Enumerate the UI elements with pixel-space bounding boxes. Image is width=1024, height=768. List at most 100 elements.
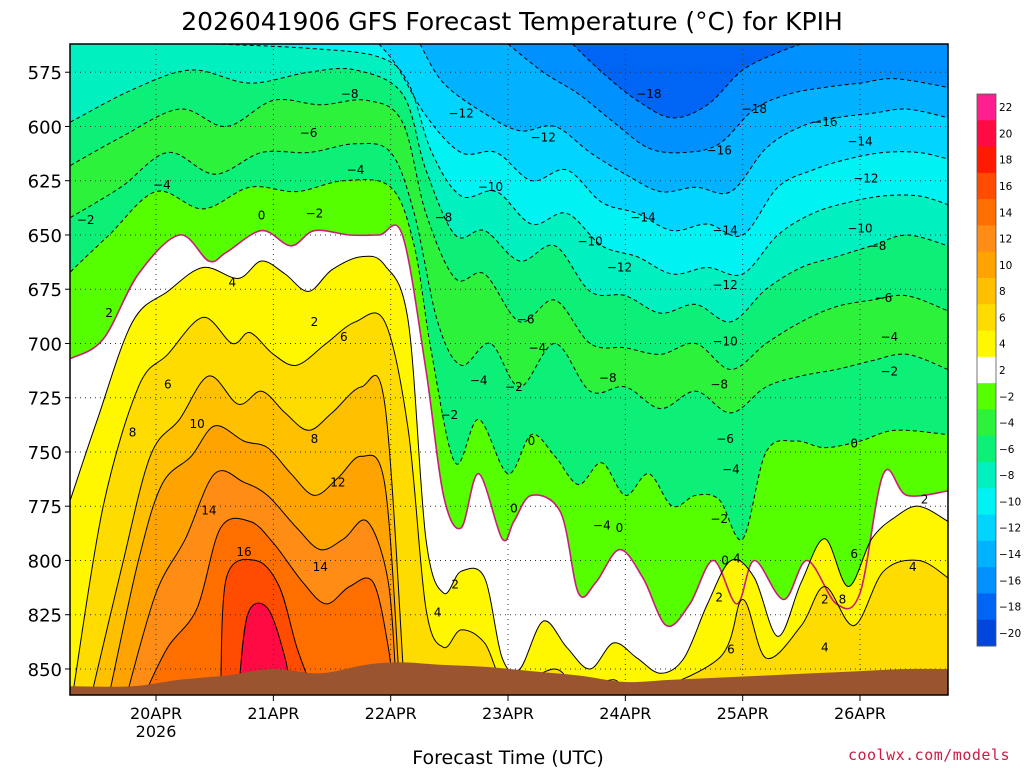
- colorbar-swatch: [977, 251, 996, 279]
- plot-area: −8 −6 −4 −4 −2 −2 0 0 2 4 2 6 4 6 8 10 8 12 14 16 14 −12 −10 −8…: [17, 44, 948, 695]
- contour-line-4: [73, 312, 948, 695]
- colorbar-label: −16: [999, 575, 1021, 587]
- colorbar-swatch: [977, 593, 996, 621]
- colorbar-label: 6: [999, 312, 1006, 324]
- contour-label: 8: [129, 425, 137, 439]
- colorbar-swatch: [977, 120, 996, 148]
- contour-label: 16: [236, 545, 251, 559]
- contour-line--2: [70, 179, 948, 541]
- colorbar-label: 20: [999, 128, 1012, 140]
- contour-line-10: [126, 470, 398, 695]
- colorbar-label: −4: [999, 418, 1015, 430]
- x-axis-label: Forecast Time (UTC): [412, 747, 603, 768]
- contour-label: −10: [847, 221, 872, 235]
- contour-label: 2: [821, 593, 829, 607]
- colorbar-swatch: [977, 567, 996, 594]
- colorbar-label: −14: [999, 549, 1021, 561]
- contour-label: 0: [721, 553, 729, 567]
- colorbar-swatch: [977, 172, 996, 200]
- contour-label: −10: [712, 334, 737, 348]
- colorbar-swatch: [977, 356, 996, 384]
- fill-band--18: [572, 44, 802, 118]
- contour-label: −6: [300, 126, 318, 140]
- contour-line--16: [507, 44, 948, 154]
- colorbar-label: −6: [999, 444, 1015, 456]
- colorbar-label: −18: [999, 602, 1021, 614]
- y-tick-label: 750: [28, 443, 62, 464]
- contour-label: −12: [607, 261, 632, 275]
- colorbar-label: −12: [999, 523, 1021, 535]
- contour-label: 8: [839, 593, 847, 607]
- chart-title: 2026041906 GFS Forecast Temperature (°C)…: [181, 7, 843, 36]
- contour-line-2: [70, 255, 948, 674]
- colorbar-swatch: [977, 383, 996, 410]
- contour-line-6: [91, 375, 406, 695]
- contour-label: −18: [742, 102, 767, 116]
- contour-label: −12: [448, 106, 473, 120]
- colorbar-swatch: [977, 330, 996, 358]
- contour-label: 6: [850, 547, 858, 561]
- colorbar-swatch: [977, 462, 996, 489]
- contour-label: 4: [17, 391, 25, 405]
- contour-label: 0: [258, 208, 266, 222]
- contour-label: 0: [616, 521, 624, 535]
- contour-label: 2: [311, 315, 319, 329]
- credit-text[interactable]: coolwx.com/models: [847, 746, 1010, 764]
- terrain: [70, 662, 948, 695]
- contour-label: −4: [153, 178, 171, 192]
- y-tick-label: 625: [28, 172, 62, 193]
- colorbar-swatch: [977, 199, 996, 226]
- x-tick-label: 23APR: [482, 704, 534, 723]
- contour-label: −2: [77, 213, 95, 227]
- contour-label: 4: [733, 551, 741, 565]
- contour-label: −4: [347, 163, 365, 177]
- y-tick-label: 600: [28, 117, 62, 138]
- colorbar-label: 10: [999, 260, 1012, 272]
- contour-label: −8: [599, 371, 617, 385]
- y-tick-label: 825: [28, 606, 62, 627]
- contour-label: 0: [528, 434, 536, 448]
- contour-label: −12: [712, 278, 737, 292]
- contour-line--18: [572, 44, 802, 119]
- x-tick-sublabel: 2026: [136, 722, 177, 741]
- contour-label: 0: [850, 436, 858, 450]
- colorbar-label: −10: [999, 496, 1021, 508]
- contour-line-0: [70, 224, 948, 628]
- contour-label: 8: [311, 432, 319, 446]
- contour-label: 2: [451, 577, 459, 591]
- contour-label: −12: [531, 130, 556, 144]
- contour-label: −10: [478, 180, 503, 194]
- y-tick-label: 725: [28, 389, 62, 410]
- contour-label: −2: [306, 206, 324, 220]
- contour-label: 6: [727, 642, 735, 656]
- colorbar-swatch: [977, 304, 996, 332]
- contour-label: 14: [313, 560, 328, 574]
- contour-line--12: [378, 44, 948, 237]
- contour-label: −6: [517, 313, 535, 327]
- contour-label: −14: [847, 135, 872, 149]
- contour-label: 4: [909, 560, 917, 574]
- contour-label: −2: [505, 380, 523, 394]
- contour-label: −2: [441, 408, 459, 422]
- contour-label: 4: [821, 640, 829, 654]
- colorbar-label: 16: [999, 181, 1013, 193]
- contour-label: −10: [577, 234, 602, 248]
- colorbar-swatch: [977, 488, 996, 516]
- contour-label: 14: [201, 504, 216, 518]
- colorbar-label: 4: [999, 339, 1006, 351]
- contour-label: −4: [529, 341, 547, 355]
- y-tick-label: 675: [28, 280, 62, 301]
- colorbar-label: 8: [999, 286, 1006, 298]
- contour-label: 6: [164, 378, 172, 392]
- colorbar-swatch: [977, 619, 996, 647]
- contour-label: −18: [636, 87, 661, 101]
- contour-label: −2: [880, 365, 898, 379]
- colorbar-label: −2: [999, 391, 1014, 403]
- contour-label: −8: [869, 239, 887, 253]
- x-tick-label: 24APR: [599, 704, 651, 723]
- x-tick-label: 21APR: [247, 704, 299, 723]
- y-tick-label: 850: [28, 660, 62, 681]
- contour-label: 2: [921, 493, 929, 507]
- contour-label: −16: [812, 115, 837, 129]
- contour-label: 2: [105, 306, 113, 320]
